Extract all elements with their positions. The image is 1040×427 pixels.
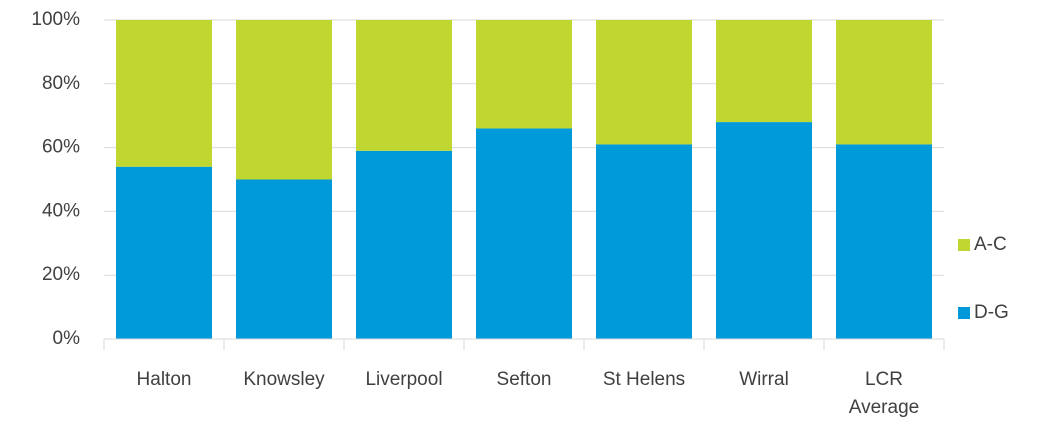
y-tick-label: 100% bbox=[31, 9, 80, 30]
legend-swatch bbox=[958, 307, 970, 319]
bar-segment bbox=[236, 20, 332, 180]
bar-segment bbox=[716, 20, 812, 123]
bar-segment bbox=[356, 150, 452, 339]
legend-label: A-C bbox=[974, 234, 1007, 255]
bar-segment bbox=[476, 20, 572, 129]
bar-segment bbox=[476, 128, 572, 339]
x-tick-label: Halton bbox=[136, 369, 192, 390]
bar-segment bbox=[596, 144, 692, 339]
x-tick-label: Knowsley bbox=[243, 369, 325, 390]
y-tick-label: 0% bbox=[53, 328, 81, 349]
y-tick-label: 60% bbox=[42, 137, 80, 158]
y-tick-label: 80% bbox=[42, 73, 80, 94]
legend-label: D-G bbox=[974, 302, 1009, 323]
x-tick-label: LCR Average bbox=[848, 369, 920, 418]
bar-segment bbox=[356, 20, 452, 151]
bar-segment bbox=[836, 144, 932, 339]
bar-segment bbox=[236, 179, 332, 339]
legend-swatch bbox=[958, 239, 970, 251]
x-tick-label: Liverpool bbox=[365, 369, 443, 390]
x-tick-label: Sefton bbox=[496, 369, 552, 390]
bar-segment bbox=[116, 20, 212, 167]
x-tick-label: Wirral bbox=[739, 369, 789, 390]
bar-segment bbox=[836, 20, 932, 145]
y-tick-label: 20% bbox=[42, 264, 80, 285]
y-tick-label: 40% bbox=[42, 200, 80, 221]
bar-segment bbox=[716, 122, 812, 339]
bar-segment bbox=[596, 20, 692, 145]
bar-segment bbox=[116, 166, 212, 339]
x-tick-label: St Helens bbox=[602, 369, 686, 390]
